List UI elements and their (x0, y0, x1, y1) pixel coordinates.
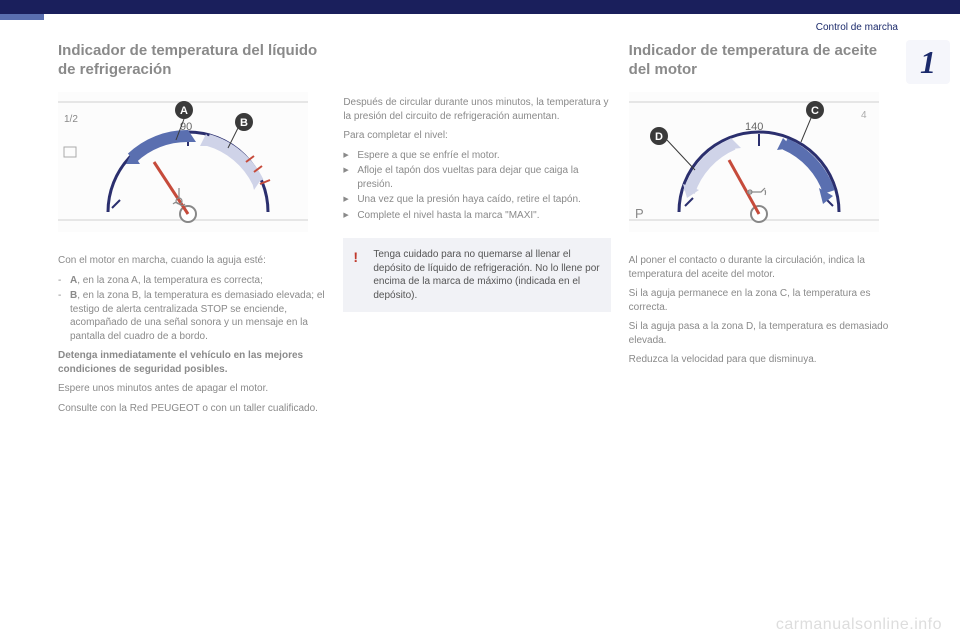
svg-text:D: D (655, 131, 663, 143)
chapter-badge: 1 (906, 40, 950, 84)
watermark: carmanualsonline.info (776, 616, 942, 634)
top-strip (0, 14, 44, 20)
oil-p1: Al poner el contacto o durante la circul… (629, 254, 896, 281)
coolant-gauge: 1/2 90 (58, 92, 325, 237)
coolant-p1: Con el motor en marcha, cuando la aguja … (58, 254, 325, 268)
list-item: Una vez que la presión haya caído, retir… (343, 193, 610, 207)
svg-text:4: 4 (861, 110, 867, 121)
svg-text:B: B (240, 117, 248, 129)
warning-icon: ! (353, 248, 358, 267)
list-item: Afloje el tapón dos vueltas para dejar q… (343, 164, 610, 191)
oil-p3: Si la aguja pasa a la zona D, la tempera… (629, 320, 896, 347)
column-right: Indicador de temperatura de aceite del m… (629, 42, 896, 620)
breadcrumb: Control de marcha (816, 22, 898, 33)
coolant-bullets: A, en la zona A, la temperatura es corre… (58, 274, 325, 344)
oil-temp-title: Indicador de temperatura de aceite del m… (629, 42, 896, 80)
oil-p4: Reduzca la velocidad para que disminuya. (629, 353, 896, 367)
list-item: Complete el nivel hasta la marca "MAXI". (343, 209, 610, 223)
svg-text:140: 140 (745, 121, 763, 133)
svg-text:A: A (180, 105, 188, 117)
svg-text:C: C (811, 105, 819, 117)
list-item: B, en la zona B, la temperatura es demas… (58, 289, 325, 343)
mid-arrows: Espere a que se enfríe el motor. Afloje … (343, 149, 610, 223)
mid-p2: Para completar el nivel: (343, 129, 610, 143)
column-left: Indicador de temperatura del líquido de … (58, 42, 325, 620)
oil-gauge: P 4 140 (629, 92, 896, 237)
warning-text: Tenga cuidado para no quemarse al llenar… (373, 249, 599, 301)
list-item: Espere a que se enfríe el motor. (343, 149, 610, 163)
coolant-p4: Consulte con la Red PEUGEOT o con un tal… (58, 402, 325, 416)
mid-p1: Después de circular durante unos minutos… (343, 96, 610, 123)
page-content: Indicador de temperatura del líquido de … (58, 42, 896, 620)
list-item: A, en la zona A, la temperatura es corre… (58, 274, 325, 288)
svg-text:P: P (635, 206, 644, 221)
oil-p2: Si la aguja permanece en la zona C, la t… (629, 287, 896, 314)
gauge-tick: 1/2 (64, 114, 78, 125)
coolant-p2: Detenga inmediatamente el vehículo en la… (58, 349, 325, 376)
warning-box: ! Tenga cuidado para no quemarse al llen… (343, 238, 610, 312)
column-middle: Después de circular durante unos minutos… (343, 42, 610, 620)
coolant-p3: Espere unos minutos antes de apagar el m… (58, 382, 325, 396)
top-bar (0, 0, 960, 14)
coolant-temp-title: Indicador de temperatura del líquido de … (58, 42, 325, 80)
